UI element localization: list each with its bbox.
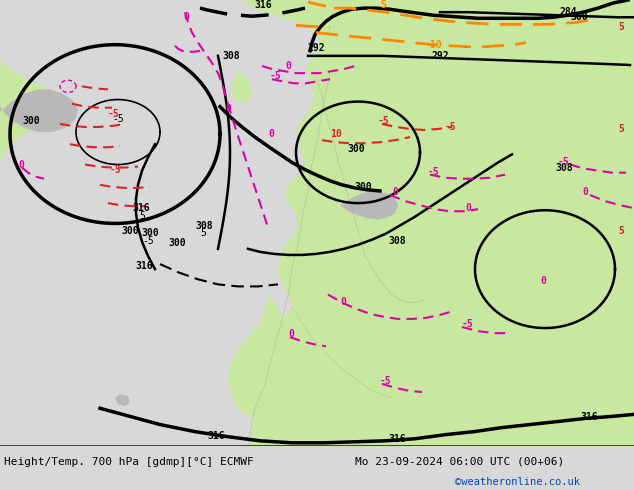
Text: -5: -5 [142,236,154,246]
Text: 300: 300 [141,228,158,238]
Text: -5: -5 [445,122,456,132]
Text: -5: -5 [108,109,120,119]
Polygon shape [350,363,572,447]
Text: 316: 316 [388,434,406,444]
Polygon shape [115,394,130,406]
Text: -5: -5 [380,376,392,386]
Text: 292: 292 [308,43,326,53]
Text: 5: 5 [380,0,386,10]
Text: -5: -5 [378,116,390,126]
Polygon shape [560,0,634,223]
Text: -5: -5 [462,319,474,329]
Text: -5: -5 [428,167,440,177]
Text: -10: -10 [425,40,443,49]
Text: 316: 316 [135,261,153,271]
Text: 0: 0 [288,329,294,339]
Text: 308: 308 [222,51,240,61]
Text: 5: 5 [618,23,624,32]
Text: 0: 0 [582,187,588,197]
Text: 0: 0 [225,104,231,114]
Text: 0: 0 [465,203,471,213]
Text: -5: -5 [558,156,570,167]
Text: 308: 308 [195,220,212,230]
Text: Mo 23-09-2024 06:00 UTC (00+06): Mo 23-09-2024 06:00 UTC (00+06) [355,457,564,467]
Polygon shape [0,0,78,132]
Polygon shape [500,0,562,355]
Polygon shape [232,71,252,103]
Text: 0: 0 [392,187,398,197]
Text: -5: -5 [110,165,122,174]
Polygon shape [340,191,398,220]
Text: 5: 5 [200,228,206,238]
Polygon shape [580,0,634,81]
Text: 0: 0 [285,61,291,71]
Polygon shape [0,0,62,160]
Text: 300: 300 [22,116,39,126]
Text: 0: 0 [340,296,346,307]
Text: -5: -5 [112,114,124,124]
Text: 292: 292 [432,51,450,61]
Text: 300: 300 [121,225,139,236]
Text: 10: 10 [330,129,342,139]
Text: ©weatheronline.co.uk: ©weatheronline.co.uk [455,477,580,487]
Text: 0: 0 [18,160,24,170]
Polygon shape [318,0,490,268]
Polygon shape [240,0,634,447]
Text: Height/Temp. 700 hPa [gdmp][°C] ECMWF: Height/Temp. 700 hPa [gdmp][°C] ECMWF [4,457,254,467]
Text: 0: 0 [540,276,546,286]
Text: 300: 300 [347,145,365,154]
Text: 5: 5 [618,225,624,236]
Text: 316: 316 [132,203,150,213]
Text: 316: 316 [580,413,598,422]
Polygon shape [228,294,302,418]
Text: 5: 5 [618,124,624,134]
Text: 300: 300 [570,12,588,23]
Text: 0: 0 [268,129,274,139]
Text: 0: 0 [183,12,189,23]
Text: 308: 308 [555,163,573,172]
Text: 316: 316 [254,0,272,10]
Text: 308: 308 [388,236,406,246]
Text: 284: 284 [560,7,578,17]
Text: 300: 300 [354,182,372,192]
Text: 316: 316 [207,431,224,441]
Text: -5: -5 [270,71,281,81]
Text: 5: 5 [139,211,145,221]
Text: 300: 300 [168,238,186,248]
